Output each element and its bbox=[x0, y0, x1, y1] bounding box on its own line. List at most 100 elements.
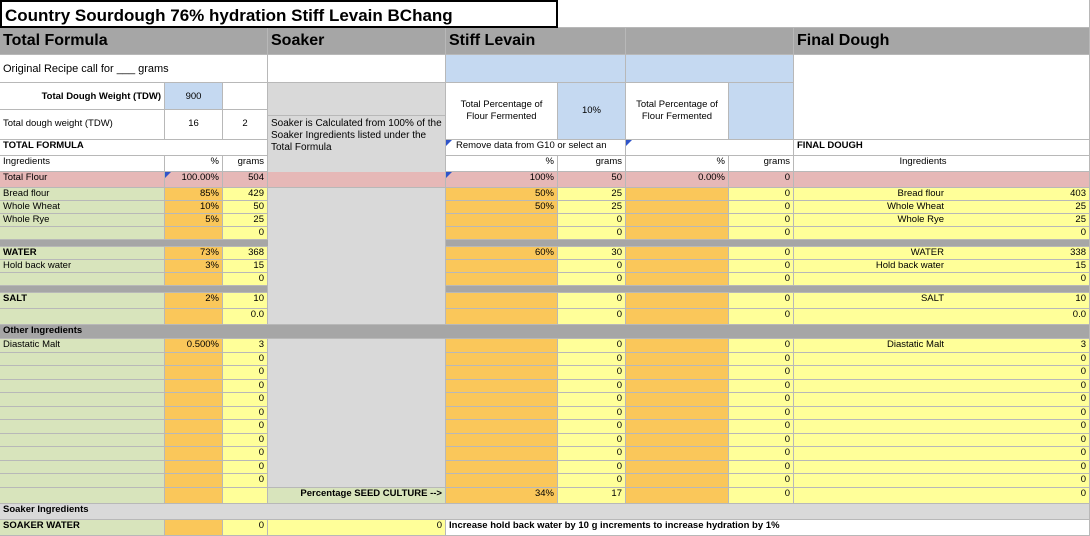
final-row[interactable]: WATER 338 bbox=[794, 247, 1090, 260]
ingredient-pct[interactable] bbox=[165, 309, 223, 325]
final-row[interactable]: 0 bbox=[794, 447, 1090, 461]
ingredient-grams[interactable]: 0 bbox=[223, 447, 268, 461]
ingredient-pct[interactable] bbox=[165, 460, 223, 474]
col4-pct[interactable] bbox=[626, 433, 729, 447]
levain-grams[interactable]: 25 bbox=[558, 188, 626, 201]
seed-pct[interactable]: 34% bbox=[446, 488, 558, 504]
ingredient-grams[interactable]: 50 bbox=[223, 201, 268, 214]
final-row[interactable]: 0.0 bbox=[794, 309, 1090, 325]
total-flour-label[interactable]: Total Flour bbox=[0, 172, 165, 188]
header-blank[interactable] bbox=[626, 28, 794, 55]
seed-final[interactable]: 0 bbox=[794, 488, 1090, 504]
ingredient-grams[interactable]: 368 bbox=[223, 247, 268, 260]
levain-pct[interactable]: 60% bbox=[446, 247, 558, 260]
col4-grams[interactable]: 0 bbox=[729, 420, 794, 434]
col4-grams[interactable]: 0 bbox=[729, 460, 794, 474]
ingredient-name[interactable] bbox=[0, 474, 165, 488]
ingredient-name[interactable] bbox=[0, 420, 165, 434]
col4-blue[interactable] bbox=[626, 55, 794, 83]
levain-grams[interactable]: 25 bbox=[558, 201, 626, 214]
ingredient-pct[interactable] bbox=[165, 474, 223, 488]
ingredient-grams[interactable]: 0.0 bbox=[223, 309, 268, 325]
soaker-flour[interactable] bbox=[268, 172, 446, 188]
ingredient-grams[interactable]: 0 bbox=[223, 460, 268, 474]
levain-grams[interactable]: 0 bbox=[558, 433, 626, 447]
final-row[interactable]: 0 bbox=[794, 433, 1090, 447]
final-row[interactable]: 0 bbox=[794, 366, 1090, 380]
ingredient-name[interactable]: WATER bbox=[0, 247, 165, 260]
col4-pct[interactable] bbox=[626, 474, 729, 488]
hold-back-note[interactable]: Increase hold back water by 10 g increme… bbox=[446, 520, 1090, 536]
final-flour[interactable] bbox=[794, 172, 1090, 188]
soaker-top[interactable] bbox=[268, 83, 446, 116]
empty-cell[interactable] bbox=[558, 0, 1090, 28]
ingredient-name[interactable] bbox=[0, 352, 165, 366]
ingredient-pct[interactable]: 85% bbox=[165, 188, 223, 201]
soaker-body-2[interactable] bbox=[268, 339, 446, 488]
total-flour-pct[interactable]: 100.00% bbox=[165, 172, 223, 188]
col4-grams[interactable]: 0 bbox=[729, 260, 794, 273]
col4-grams[interactable]: 0 bbox=[729, 188, 794, 201]
col4-pct[interactable] bbox=[626, 293, 729, 309]
col4-pct[interactable] bbox=[626, 352, 729, 366]
ingredient-grams[interactable]: 3 bbox=[223, 339, 268, 353]
levain-pct-label[interactable]: Total Percentage of Flour Fermented bbox=[446, 83, 558, 140]
levain-pct[interactable]: 50% bbox=[446, 201, 558, 214]
col4-pct[interactable] bbox=[626, 379, 729, 393]
tdw2-b[interactable]: 2 bbox=[223, 110, 268, 140]
final-row[interactable]: Whole Rye 25 bbox=[794, 214, 1090, 227]
ingredient-name[interactable]: Diastatic Malt bbox=[0, 339, 165, 353]
levain-pct[interactable] bbox=[446, 393, 558, 407]
final-dough-label[interactable]: FINAL DOUGH bbox=[794, 140, 1090, 156]
col-lev-grams[interactable]: grams bbox=[558, 156, 626, 172]
ingredient-pct[interactable] bbox=[165, 420, 223, 434]
ingredient-name[interactable] bbox=[0, 433, 165, 447]
separator[interactable] bbox=[446, 240, 1090, 247]
col4-pct[interactable] bbox=[626, 366, 729, 380]
final-row[interactable]: 0 bbox=[794, 393, 1090, 407]
ingredient-pct[interactable]: 73% bbox=[165, 247, 223, 260]
levain-grams[interactable]: 0 bbox=[558, 273, 626, 286]
ingredient-name[interactable] bbox=[0, 406, 165, 420]
ingredient-grams[interactable]: 0 bbox=[223, 273, 268, 286]
seed-c4[interactable] bbox=[626, 488, 729, 504]
col4-pct[interactable] bbox=[626, 420, 729, 434]
ingredient-pct[interactable]: 2% bbox=[165, 293, 223, 309]
col4-pct[interactable] bbox=[626, 309, 729, 325]
levain-grams[interactable]: 0 bbox=[558, 260, 626, 273]
header-soaker[interactable]: Soaker bbox=[268, 28, 446, 55]
soaker-water-label[interactable]: SOAKER WATER bbox=[0, 520, 165, 536]
ingredient-grams[interactable]: 0 bbox=[223, 406, 268, 420]
final-row[interactable]: 0 bbox=[794, 474, 1090, 488]
levain-pct[interactable] bbox=[446, 474, 558, 488]
final-row[interactable]: 0 bbox=[794, 406, 1090, 420]
levain-blue[interactable] bbox=[446, 55, 626, 83]
ingredient-grams[interactable]: 0 bbox=[223, 433, 268, 447]
col4-pct[interactable] bbox=[626, 273, 729, 286]
ingredient-name[interactable] bbox=[0, 273, 165, 286]
levain-pct[interactable] bbox=[446, 260, 558, 273]
ingredient-name[interactable]: Whole Wheat bbox=[0, 201, 165, 214]
col4-pct-value[interactable] bbox=[729, 83, 794, 140]
col4-grams[interactable]: 0 bbox=[729, 293, 794, 309]
ingredient-pct[interactable] bbox=[165, 433, 223, 447]
recipe-call-label[interactable]: Original Recipe call for ___ grams bbox=[0, 55, 268, 83]
levain-grams[interactable]: 0 bbox=[558, 447, 626, 461]
levain-pct[interactable] bbox=[446, 366, 558, 380]
col4-pct[interactable] bbox=[626, 460, 729, 474]
total-flour-grams[interactable]: 504 bbox=[223, 172, 268, 188]
final-row[interactable]: 0 bbox=[794, 273, 1090, 286]
levain-grams[interactable]: 0 bbox=[558, 393, 626, 407]
ingredient-pct[interactable] bbox=[165, 406, 223, 420]
soaker-body[interactable] bbox=[268, 188, 446, 325]
col4-grams[interactable]: 0 bbox=[729, 201, 794, 214]
ingredient-grams[interactable]: 0 bbox=[223, 474, 268, 488]
col4-pct[interactable] bbox=[626, 201, 729, 214]
levain-pct[interactable]: 50% bbox=[446, 188, 558, 201]
col4-pct[interactable] bbox=[626, 406, 729, 420]
levain-pct[interactable] bbox=[446, 406, 558, 420]
header-stiff-levain[interactable]: Stiff Levain bbox=[446, 28, 626, 55]
levain-pct[interactable] bbox=[446, 293, 558, 309]
seed-c4-g[interactable]: 0 bbox=[729, 488, 794, 504]
col4-pct[interactable] bbox=[626, 393, 729, 407]
